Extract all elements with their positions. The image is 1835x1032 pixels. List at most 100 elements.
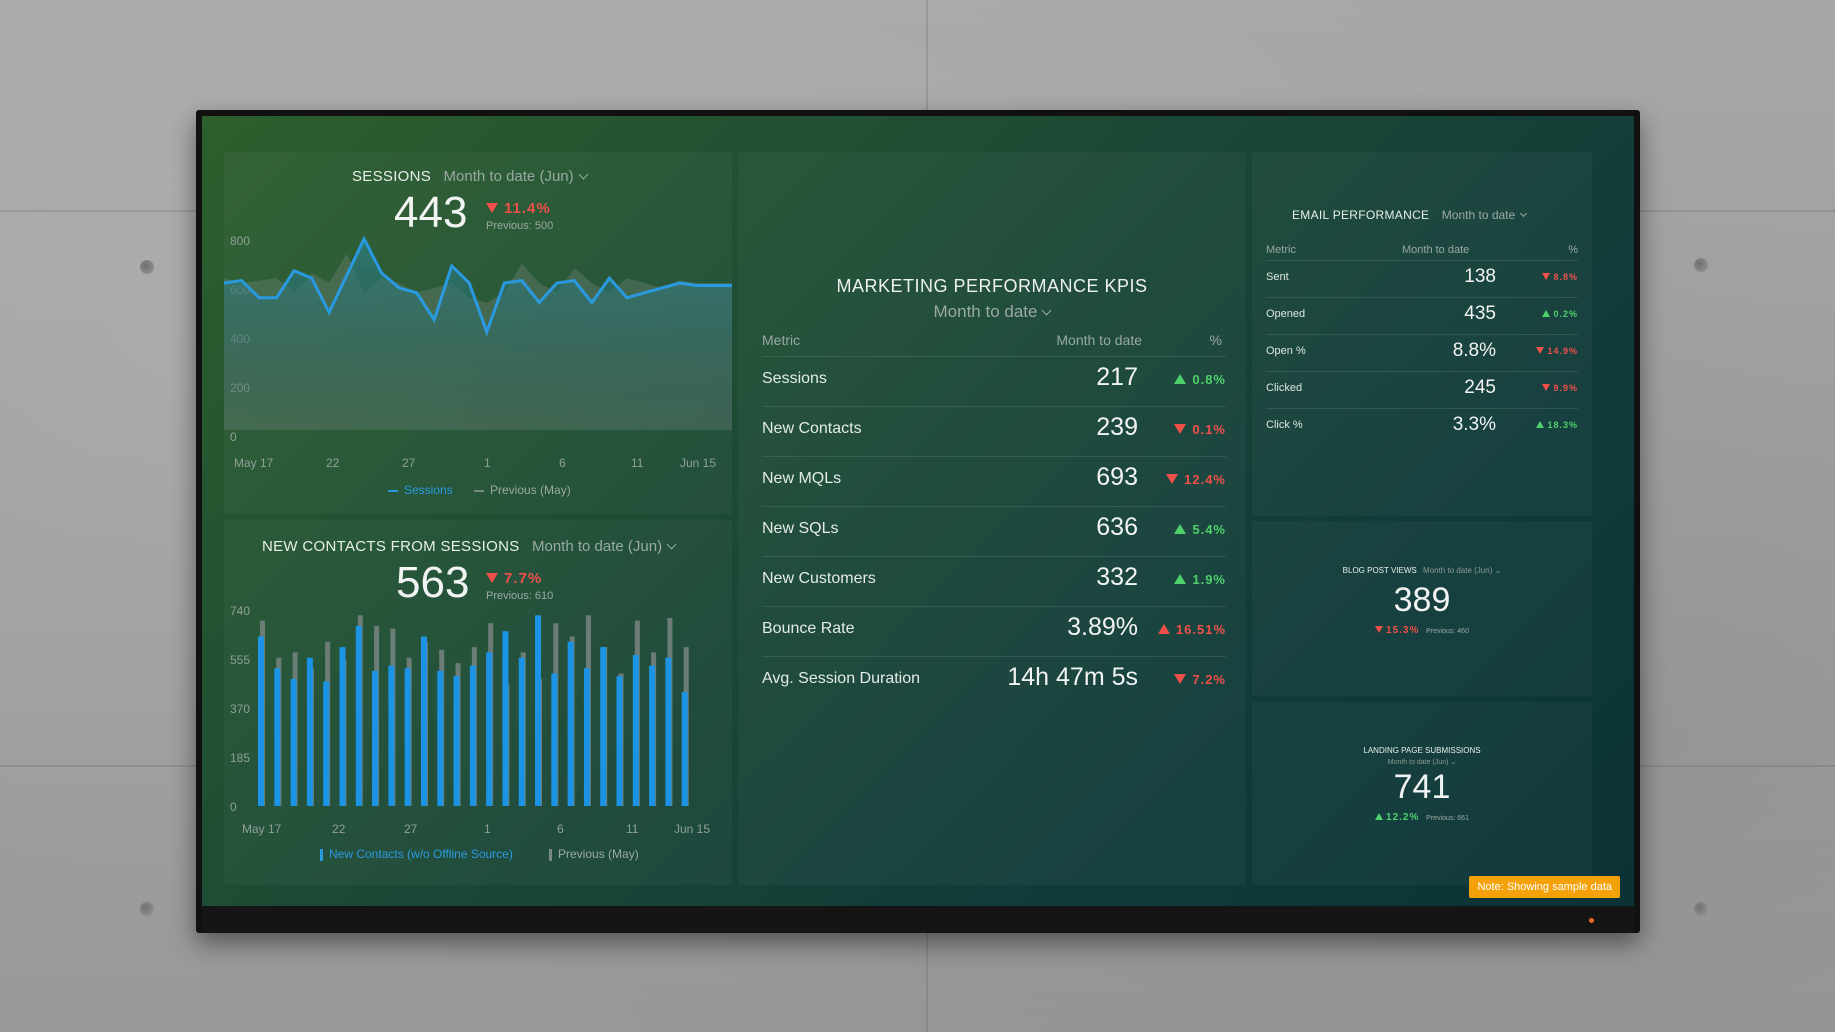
email-change: 14.9%: [1536, 346, 1578, 356]
landing-title: LANDING PAGE SUBMISSIONS: [1363, 746, 1481, 755]
email-value: 8.8%: [1452, 340, 1496, 361]
legend-contacts: New Contacts (w/o Offline Source): [320, 847, 513, 861]
landing-change-value: 12.2%: [1386, 812, 1420, 823]
contacts-bar: [274, 668, 281, 806]
x-tick: 27: [404, 822, 418, 836]
contacts-period-select[interactable]: Month to date (Jun): [532, 538, 677, 555]
down-triangle-icon: [486, 203, 498, 213]
up-triangle-icon: [1542, 310, 1551, 317]
chevron-down-icon: [1520, 209, 1528, 218]
kpi-row: New Customers 332 1.9%: [762, 556, 1226, 599]
kpi-change-value: 5.4%: [1192, 522, 1226, 537]
contacts-bar: [502, 631, 509, 806]
email-change-value: 8.8%: [1553, 272, 1578, 282]
email-period-select[interactable]: Month to date: [1441, 208, 1528, 222]
legend-previous-label: Previous (May): [490, 483, 571, 497]
contacts-bar: [583, 668, 590, 806]
landing-period-select[interactable]: Month to date (Jun) ⌄: [1387, 759, 1457, 766]
kpi-metric: New MQLs: [762, 470, 842, 487]
email-change: 0.2%: [1542, 309, 1578, 319]
blog-period-select[interactable]: Month to date (Jun) ⌄: [1423, 566, 1502, 575]
sessions-series-line: [224, 235, 732, 337]
blog-change-row: 15.3% Previous: 460: [1252, 625, 1592, 636]
x-tick: 6: [559, 456, 566, 470]
legend-contacts-label: New Contacts (w/o Offline Source): [329, 847, 513, 861]
kpi-col-pct: %: [1209, 332, 1222, 348]
down-triangle-icon: [1174, 674, 1187, 684]
kpi-row: Sessions 217 0.8%: [762, 356, 1226, 399]
y-tick: 370: [230, 702, 251, 716]
email-change-value: 0.2%: [1553, 309, 1578, 319]
contacts-bar: [567, 641, 574, 806]
chevron-down-icon: [578, 169, 589, 180]
contacts-bar: [535, 615, 542, 806]
kpi-title: MARKETING PERFORMANCE KPIS: [836, 276, 1148, 296]
contacts-bar: [339, 647, 346, 806]
kpi-metric: Sessions: [762, 370, 827, 387]
email-row: Clicked 245 9.9%: [1266, 371, 1578, 403]
wall-hole: [1694, 258, 1708, 272]
x-tick: 11: [626, 822, 639, 836]
contacts-title: NEW CONTACTS FROM SESSIONS: [262, 538, 520, 555]
down-triangle-icon: [1375, 626, 1384, 633]
wall-hole: [1694, 902, 1708, 916]
tv-bezel-bottom: [202, 906, 1634, 933]
email-change-value: 9.9%: [1553, 383, 1578, 393]
blog-value: 389: [1393, 581, 1451, 619]
blog-header: BLOG POST VIEWS Month to date (Jun) ⌄: [1252, 566, 1592, 575]
blog-change: 15.3%: [1375, 625, 1419, 636]
email-value: 138: [1464, 266, 1496, 287]
legend-contacts-previous-label: Previous (May): [558, 847, 639, 861]
legend-contacts-previous: Previous (May): [549, 847, 639, 861]
kpi-metric: New SQLs: [762, 520, 839, 537]
kpi-metric: Bounce Rate: [762, 620, 855, 637]
landing-panel: LANDING PAGE SUBMISSIONS Month to date (…: [1252, 702, 1592, 885]
contacts-bar: [453, 676, 460, 806]
x-tick: Jun 15: [674, 822, 711, 836]
email-col-value: Month to date: [1402, 244, 1470, 256]
email-row: Open % 8.8% 14.9%: [1266, 334, 1578, 366]
email-metric: Clicked: [1266, 382, 1303, 394]
blog-change-value: 15.3%: [1386, 625, 1420, 636]
email-metric: Sent: [1266, 271, 1289, 283]
contacts-bar: [665, 657, 672, 806]
x-tick: 22: [326, 456, 340, 470]
landing-change: 12.2%: [1375, 812, 1419, 823]
contacts-bar: [420, 636, 427, 806]
contacts-bar: [486, 652, 493, 806]
email-period-label: Month to date: [1441, 208, 1516, 222]
email-metric: Opened: [1266, 308, 1306, 320]
x-tick: 27: [402, 456, 416, 470]
kpi-change: 0.1%: [1174, 422, 1226, 437]
blog-period-label: Month to date (Jun): [1423, 566, 1493, 575]
y-tick: 555: [230, 653, 251, 667]
contacts-header: NEW CONTACTS FROM SESSIONS Month to date…: [262, 538, 677, 556]
down-triangle-icon: [486, 573, 498, 583]
dashboard-screen: SESSIONS Month to date (Jun) 443 11.4% P…: [202, 116, 1634, 906]
kpi-col-value: Month to date: [1056, 332, 1142, 348]
contacts-bar: [404, 668, 411, 806]
kpi-change: 12.4%: [1166, 472, 1226, 487]
kpi-metric: New Contacts: [762, 420, 862, 437]
kpi-change: 7.2%: [1174, 672, 1226, 687]
sessions-period-select[interactable]: Month to date (Jun): [444, 168, 589, 185]
email-header: EMAIL PERFORMANCE Month to date: [1292, 206, 1528, 224]
kpi-change-value: 0.1%: [1192, 422, 1226, 437]
kpi-change-value: 12.4%: [1184, 472, 1226, 487]
kpi-value: 239: [1096, 413, 1138, 441]
landing-value: 741: [1393, 768, 1451, 806]
legend-sessions: Sessions: [388, 483, 453, 497]
wall-hole: [140, 260, 154, 274]
down-triangle-icon: [1542, 384, 1551, 391]
contacts-chart: [258, 615, 689, 806]
kpi-period-select[interactable]: Month to date: [738, 302, 1246, 322]
down-triangle-icon: [1536, 347, 1545, 354]
contacts-bar: [258, 636, 264, 806]
kpi-change: 1.9%: [1174, 572, 1226, 587]
contacts-bar: [616, 676, 623, 806]
chevron-down-icon: [1042, 305, 1052, 316]
kpi-metric: Avg. Session Duration: [762, 670, 921, 687]
x-tick: 22: [332, 822, 346, 836]
up-triangle-icon: [1375, 813, 1384, 820]
email-row: Click % 3.3% 18.3%: [1266, 408, 1578, 440]
